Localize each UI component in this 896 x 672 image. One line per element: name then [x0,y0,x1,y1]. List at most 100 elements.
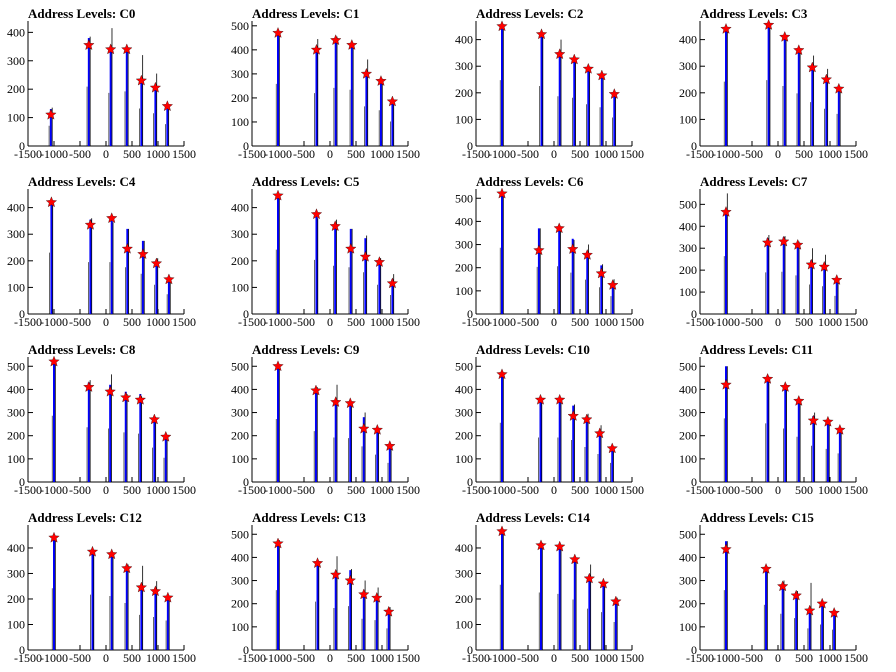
level-marker [597,577,610,589]
histogram-bar [797,50,800,146]
x-tick-label: 1000 [818,651,842,665]
level-marker [553,222,565,234]
x-tick-label: 1000 [146,483,170,497]
histogram-bar [598,431,601,482]
y-tick-label: 400 [7,541,25,555]
histogram-bar [376,432,379,482]
level-marker [761,236,774,248]
level-marker [533,244,545,256]
histogram-bar [375,595,378,650]
y-tick-label: 200 [679,86,697,100]
chart-title: Address Levels: C14 [476,510,590,525]
level-marker [807,414,819,426]
histogram-bar [155,260,158,314]
chart-panel-4: Address Levels: C4 0 100 200 300 400 -1500-100… [7,174,196,329]
histogram-bar [350,43,353,146]
x-tick-label: 1000 [594,651,618,665]
level-marker [763,19,775,30]
y-tick-label: 200 [679,429,697,443]
x-tick-label: 1500 [620,483,644,497]
level-marker [608,88,620,99]
histogram-bar [164,438,167,482]
histogram-bar [91,549,94,650]
histogram-bar [613,94,616,146]
x-tick-label: -1000 [712,315,740,329]
y-tick-label: 300 [231,67,249,81]
y-tick-label: 100 [679,620,697,634]
x-tick-label: 0 [327,147,333,161]
y-tick-label: 300 [7,406,25,420]
histogram-bar [53,361,55,482]
histogram-bar [766,375,769,482]
histogram-bar [167,278,170,314]
level-marker [568,53,580,65]
histogram-bar [365,73,368,146]
y-tick-label: 0 [691,307,697,321]
level-marker [554,540,566,552]
y-tick-label: 400 [679,550,697,564]
x-tick-label: -500 [293,483,315,497]
x-tick-label: 500 [795,315,813,329]
x-tick-label: -1000 [40,651,68,665]
histogram-bar [89,219,92,314]
x-tick-label: 1500 [844,483,868,497]
histogram-bar [587,70,590,146]
x-tick-label: -1500 [14,483,42,497]
y-tick-label: 0 [19,475,25,489]
chart-title: Address Levels: C15 [700,510,814,525]
level-marker [790,589,802,601]
histogram-bar [611,281,614,314]
y-tick-label: 0 [19,139,25,153]
chart-title: Address Levels: C4 [28,174,136,189]
level-marker [135,581,147,593]
level-marker [567,410,579,421]
histogram-bar [833,612,836,650]
y-tick-label: 400 [679,33,697,47]
x-tick-label: -1000 [488,483,516,497]
x-tick-label: -1000 [40,147,68,161]
x-tick-label: 1500 [844,147,868,161]
x-tick-label: 500 [347,651,365,665]
chart-panel-1: Address Levels: C10100200300400500-1500-… [231,6,420,161]
x-tick-label: 0 [775,483,781,497]
x-tick-label: 500 [123,147,141,161]
histogram-bar [125,564,128,650]
histogram-bar [765,567,768,650]
histogram-bar [812,416,815,482]
x-tick-label: 1500 [620,651,644,665]
y-tick-label: 400 [231,382,249,396]
y-tick-label: 200 [455,429,473,443]
histogram-bar [379,81,382,146]
histogram-bar [125,46,128,147]
histogram-bar [110,551,113,650]
histogram-bar [585,418,588,482]
level-marker [311,557,324,568]
y-tick-label: 200 [7,429,25,443]
level-marker [384,440,396,451]
y-tick-label: 200 [231,597,249,611]
histogram-bar [87,382,90,482]
x-tick-label: -1000 [264,147,292,161]
y-tick-label: 300 [7,54,25,68]
level-marker [310,208,323,220]
histogram-bar [501,531,503,650]
histogram-bar [387,610,390,650]
level-marker [760,563,772,574]
histogram-bar [558,547,561,650]
y-tick-label: 200 [679,597,697,611]
level-marker [160,430,172,442]
y-tick-label: 300 [679,241,697,255]
level-marker [84,218,97,230]
x-tick-label: 500 [795,651,813,665]
chart-panel-9: Address Levels: C90100200300400500-1500-… [231,342,420,497]
histogram-bar [782,237,785,314]
chart-panel-0: Address Levels: C0 0 100 200 300 400 -1500-100… [7,6,196,161]
x-tick-label: 0 [103,483,109,497]
histogram-bar [784,384,787,482]
level-marker [779,381,791,392]
histogram-bar [153,419,156,482]
y-tick-label: 300 [679,406,697,420]
y-tick-label: 400 [231,43,249,57]
x-tick-label: 500 [571,315,589,329]
y-tick-label: 100 [7,111,25,125]
